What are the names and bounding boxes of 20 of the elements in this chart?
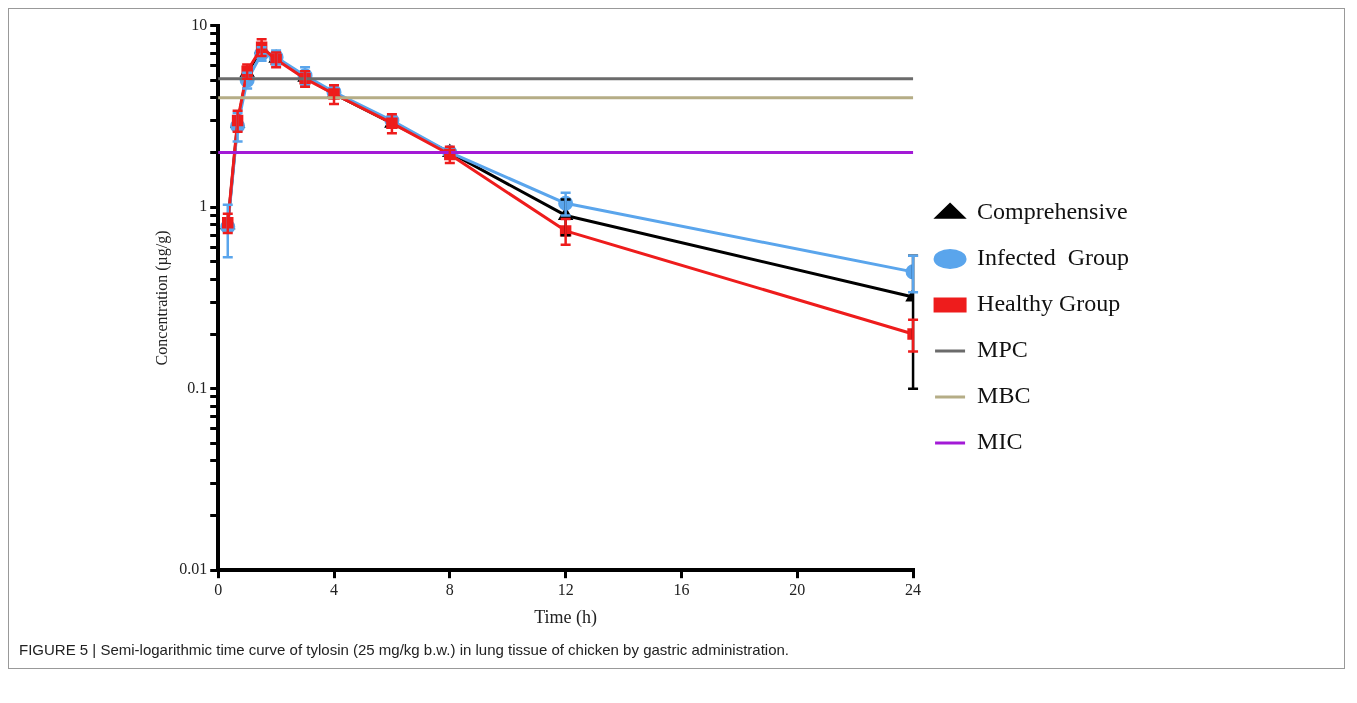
x-axis-title: Time (h) [534, 606, 598, 628]
y-tick-label: 0.01 [179, 560, 208, 578]
y-tick-label: 1 [199, 197, 208, 215]
legend-label: Healthy Group [977, 290, 1121, 317]
y-tick-label: 10 [191, 15, 208, 33]
legend-label: Infected Group [977, 244, 1129, 271]
legend-label: MPC [977, 336, 1028, 363]
x-tick-label: 0 [214, 581, 223, 598]
caption: FIGURE 5 | Semi-logarithmic time curve of tylosin (25 mg/kg b.w.) in lung tissue of chicken by gastric administration. [19, 641, 791, 658]
y-tick-label: 0.1 [187, 378, 208, 396]
x-tick-label: 24 [905, 581, 922, 598]
x-tick-label: 8 [445, 581, 454, 598]
legend-label: MBC [977, 382, 1031, 409]
x-tick-label: 4 [330, 581, 339, 598]
x-tick-label: 12 [557, 581, 574, 598]
x-tick-label: 16 [673, 581, 690, 598]
legend-label: MIC [977, 428, 1023, 455]
x-tick-label: 20 [789, 581, 806, 598]
legend-label: Comprehensive [977, 198, 1128, 225]
y-axis-title: Concentration (µg/g) [152, 230, 171, 366]
